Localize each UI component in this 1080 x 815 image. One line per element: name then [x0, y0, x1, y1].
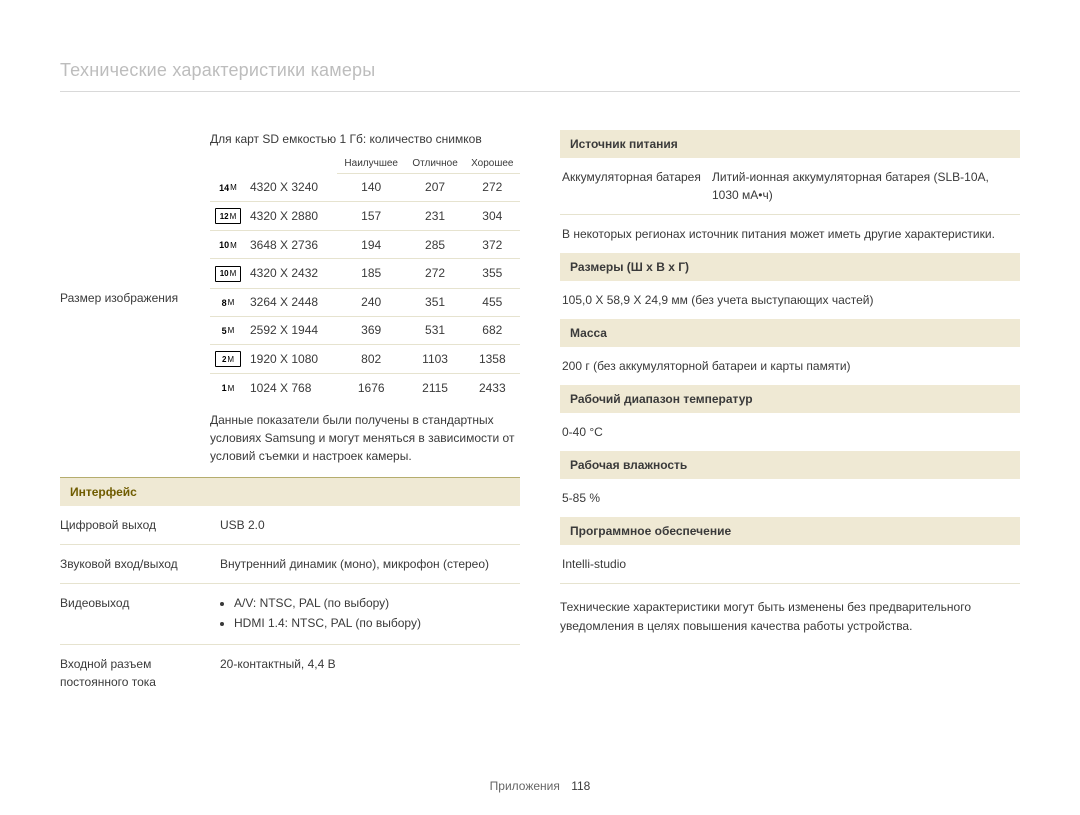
spec-kv-row: Аккумуляторная батареяЛитий-ионная аккум… — [560, 158, 1020, 215]
spec-key: Аккумуляторная батарея — [562, 168, 712, 204]
sd-intro: Для карт SD емкостью 1 Гб: количество сн… — [210, 130, 520, 148]
left-column: Размер изображения Для карт SD емкостью … — [60, 130, 520, 701]
megapixel-icon: 14M — [216, 181, 240, 195]
resolution-cell: 1024 X 768 — [246, 374, 337, 402]
value-cell: 157 — [337, 201, 406, 231]
spec-value: 200 г (без аккумуляторной батареи и карт… — [560, 347, 1020, 385]
value-cell: 1676 — [337, 374, 406, 402]
value-cell: 2433 — [465, 374, 520, 402]
value-cell: 372 — [465, 231, 520, 259]
spec-key: Входной разъем постоянного тока — [60, 645, 220, 702]
spec-value: 5-85 % — [560, 479, 1020, 517]
megapixel-icon: 5M — [216, 324, 240, 338]
resolution-cell: 1920 X 1080 — [246, 344, 337, 374]
megapixel-icon: 1M — [216, 381, 240, 395]
value-cell: 802 — [337, 344, 406, 374]
value-cell: 140 — [337, 174, 406, 202]
table-row: 5M 2592 X 1944369531682 — [210, 316, 520, 344]
spec-section-header: Масса — [560, 319, 1020, 347]
spec-key: Звуковой вход/выход — [60, 545, 220, 584]
table-row: 14M 4320 X 3240140207272 — [210, 174, 520, 202]
col-great: Отличное — [406, 154, 465, 174]
value-cell: 194 — [337, 231, 406, 259]
value-cell: 240 — [337, 288, 406, 316]
spec-note: В некоторых регионах источник питания мо… — [560, 215, 1020, 253]
spec-section-header: Размеры (Ш x В x Г) — [560, 253, 1020, 281]
spec-value: USB 2.0 — [220, 506, 520, 545]
value-cell: 1358 — [465, 344, 520, 374]
spec-section-header: Программное обеспечение — [560, 517, 1020, 545]
value-cell: 231 — [406, 201, 465, 231]
closing-note: Технические характеристики могут быть из… — [560, 598, 1020, 636]
table-row: Звуковой вход/выходВнутренний динамик (м… — [60, 545, 520, 584]
value-cell: 682 — [465, 316, 520, 344]
right-column: Источник питанияАккумуляторная батареяЛи… — [560, 130, 1020, 701]
table-row: 10M 4320 X 2432185272355 — [210, 259, 520, 289]
spec-key: Цифровой выход — [60, 506, 220, 545]
value-cell: 285 — [406, 231, 465, 259]
col-good: Хорошее — [465, 154, 520, 174]
list-item: A/V: NTSC, PAL (по выбору) — [234, 594, 510, 612]
value-cell: 207 — [406, 174, 465, 202]
table-row: Входной разъем постоянного тока20-контак… — [60, 645, 520, 702]
resolution-cell: 4320 X 2880 — [246, 201, 337, 231]
image-size-label: Размер изображения — [60, 130, 192, 465]
value-cell: 1103 — [406, 344, 465, 374]
spec-value: Внутренний динамик (моно), микрофон (сте… — [220, 545, 520, 584]
table-row: 8M 3264 X 2448240351455 — [210, 288, 520, 316]
value-cell: 531 — [406, 316, 465, 344]
table-row: 10M 3648 X 2736194285372 — [210, 231, 520, 259]
table-footnote: Данные показатели были получены в станда… — [210, 411, 520, 465]
interface-table: Цифровой выходUSB 2.0Звуковой вход/выход… — [60, 506, 520, 701]
col-best: Наилучшее — [337, 154, 406, 174]
value-cell: 304 — [465, 201, 520, 231]
table-row: 2M 1920 X 108080211031358 — [210, 344, 520, 374]
megapixel-icon: 8M — [216, 296, 240, 310]
spec-value: 20-контактный, 4,4 В — [220, 645, 520, 702]
interface-header: Интерфейс — [60, 478, 520, 506]
spec-value: Intelli-studio — [560, 545, 1020, 584]
table-row: Видеовыход A/V: NTSC, PAL (по выбору) HDMI… — [60, 584, 520, 645]
resolution-cell: 4320 X 3240 — [246, 174, 337, 202]
table-row: Цифровой выходUSB 2.0 — [60, 506, 520, 545]
spec-key: Видеовыход — [60, 584, 220, 645]
table-row: 12M 4320 X 2880157231304 — [210, 201, 520, 231]
spec-value: 105,0 X 58,9 X 24,9 мм (без учета выступ… — [560, 281, 1020, 319]
resolution-cell: 3264 X 2448 — [246, 288, 337, 316]
footer-page-number: 118 — [571, 779, 590, 793]
spec-value: A/V: NTSC, PAL (по выбору) HDMI 1.4: NTSC… — [220, 584, 520, 645]
value-cell: 2115 — [406, 374, 465, 402]
spec-section-header: Рабочий диапазон температур — [560, 385, 1020, 413]
megapixel-icon: 2M — [215, 351, 241, 367]
resolution-cell: 3648 X 2736 — [246, 231, 337, 259]
spec-section-header: Рабочая влажность — [560, 451, 1020, 479]
value-cell: 351 — [406, 288, 465, 316]
value-cell: 272 — [406, 259, 465, 289]
value-cell: 272 — [465, 174, 520, 202]
spec-section-header: Источник питания — [560, 130, 1020, 158]
page-title: Технические характеристики камеры — [60, 60, 1020, 92]
spec-value: 0-40 °C — [560, 413, 1020, 451]
spec-value: Литий-ионная аккумуляторная батарея (SLB… — [712, 168, 1018, 204]
table-row: 1M 1024 X 768167621152433 — [210, 374, 520, 402]
value-cell: 455 — [465, 288, 520, 316]
value-cell: 355 — [465, 259, 520, 289]
page-footer: Приложения 118 — [0, 779, 1080, 793]
resolution-cell: 2592 X 1944 — [246, 316, 337, 344]
megapixel-icon: 10M — [215, 266, 241, 282]
value-cell: 369 — [337, 316, 406, 344]
value-cell: 185 — [337, 259, 406, 289]
image-size-table: Наилучшее Отличное Хорошее 14M 4320 X 324… — [210, 154, 520, 401]
list-item: HDMI 1.4: NTSC, PAL (по выбору) — [234, 614, 510, 632]
resolution-cell: 4320 X 2432 — [246, 259, 337, 289]
footer-label: Приложения — [490, 779, 560, 793]
megapixel-icon: 12M — [215, 208, 241, 224]
megapixel-icon: 10M — [216, 238, 240, 252]
